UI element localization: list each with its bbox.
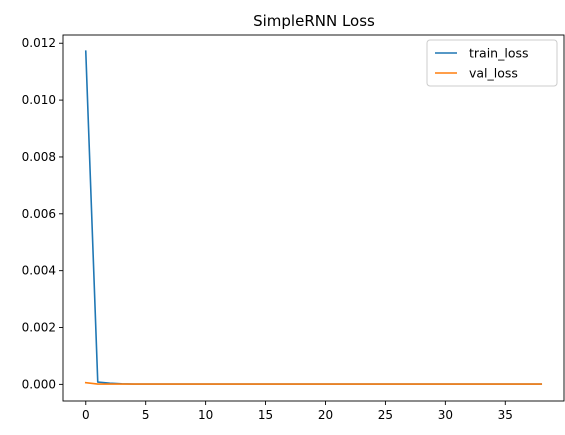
y-tick-label: 0.002: [22, 321, 56, 335]
legend-label-train-loss: train_loss: [469, 46, 529, 61]
x-tick-label: 30: [438, 408, 453, 422]
series-line-val-loss: [84, 381, 543, 385]
legend-label-val-loss: val_loss: [469, 66, 518, 81]
chart-title: SimpleRNN Loss: [253, 12, 375, 30]
y-tick-label: 0.000: [22, 377, 56, 391]
x-tick-label: 20: [318, 408, 333, 422]
x-tick-label: 25: [378, 408, 393, 422]
x-tick-label: 0: [82, 408, 90, 422]
plot-frame: [62, 34, 565, 402]
y-tick-label: 0.012: [22, 36, 56, 50]
y-tick-label: 0.004: [22, 264, 56, 278]
x-tick-label: 15: [258, 408, 273, 422]
x-tick-label: 5: [142, 408, 150, 422]
y-tick-label: 0.010: [22, 93, 56, 107]
x-tick-label: 35: [498, 408, 513, 422]
legend-box: [426, 39, 558, 87]
y-tick-label: 0.008: [22, 150, 56, 164]
y-tick-label: 0.006: [22, 207, 56, 221]
series-line-train-loss: [84, 50, 543, 385]
x-tick-label: 10: [198, 408, 213, 422]
